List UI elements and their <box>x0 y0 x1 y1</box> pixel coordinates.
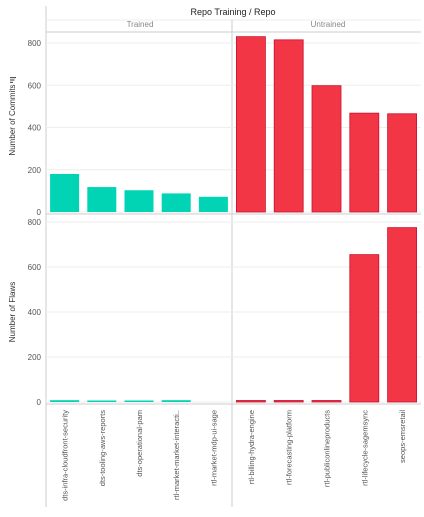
x-tick-label: dts-tooling-aws-reports <box>98 410 107 487</box>
x-tick-label: rtl-market-market-interacti.. <box>172 410 181 500</box>
y-tick-label: 0 <box>37 398 42 407</box>
labels: Repo Training / Repo Trained Untrained N… <box>8 7 407 501</box>
y-tick-label: 800 <box>28 218 42 227</box>
bar <box>236 401 265 403</box>
chart-title: Repo Training / Repo <box>190 7 275 17</box>
y-axis-label-commits: Number of Commits <box>8 84 17 155</box>
group-label-untrained: Untrained <box>311 20 346 29</box>
bar <box>388 228 417 402</box>
bar <box>199 197 228 212</box>
y-tick-label: 400 <box>28 308 42 317</box>
x-tick-label: seops-emsretail <box>398 410 407 463</box>
bar <box>87 187 116 212</box>
x-tick-label: rtl-market-mdp-ui-sage <box>209 410 218 486</box>
bar <box>236 37 265 212</box>
sort-icon[interactable] <box>10 77 16 83</box>
bar <box>125 401 154 403</box>
y-axis-label-flaws: Number of Flaws <box>8 282 17 342</box>
bar <box>125 190 154 212</box>
bar <box>388 114 417 212</box>
bar <box>50 174 79 212</box>
x-tick-label: rtl-billing-hydra-engine <box>247 410 256 484</box>
bars <box>50 37 417 402</box>
y-tick-label: 0 <box>37 208 42 217</box>
y-tick-label: 600 <box>28 81 42 90</box>
y-tick-label: 200 <box>28 166 42 175</box>
x-tick-label: rtl-publiconlineproducts <box>323 410 332 487</box>
y-tick-label: 400 <box>28 124 42 133</box>
bar <box>274 40 303 212</box>
bar <box>162 193 191 212</box>
bar <box>274 401 303 403</box>
bar <box>87 401 116 403</box>
y-tick-label: 200 <box>28 353 42 362</box>
x-tick-label: dts-infra-cloudfront-security <box>61 410 70 501</box>
y-tick-label: 800 <box>28 39 42 48</box>
x-tick-label: rtl-lifecycle-sagemsync <box>360 410 369 486</box>
y-tick-label: 600 <box>28 263 42 272</box>
group-label-trained: Trained <box>127 20 154 29</box>
bar <box>312 86 341 212</box>
bar <box>50 400 79 402</box>
x-tick-label: rtl-forecasting-platform <box>285 410 294 485</box>
bar <box>312 401 341 403</box>
bar <box>350 113 379 212</box>
x-tick-label: dts-operational-pam <box>135 410 144 477</box>
bar <box>350 255 379 402</box>
bar <box>162 400 191 402</box>
